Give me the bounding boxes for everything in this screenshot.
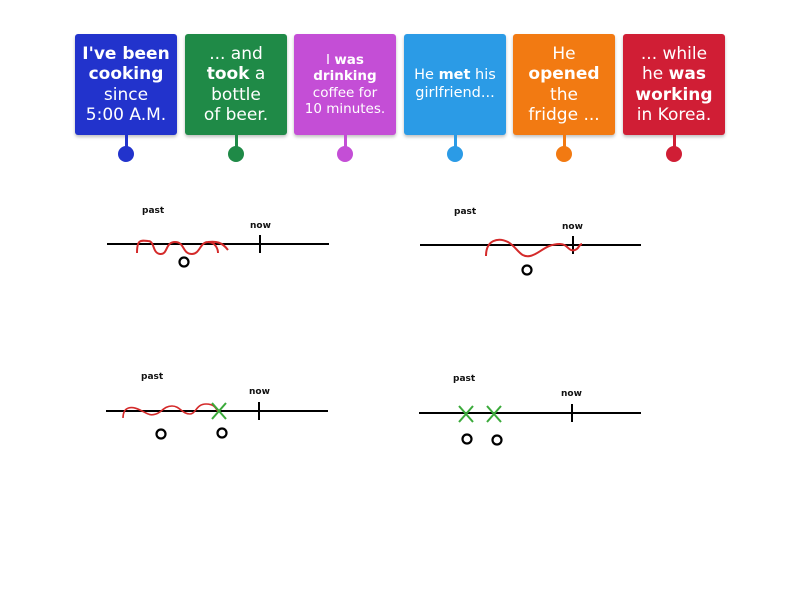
card-text-segment: he bbox=[642, 64, 669, 85]
now-label: now bbox=[250, 221, 271, 231]
timeline-diagram-1[interactable]: past now bbox=[100, 200, 340, 290]
card-text-line: girlfriend... bbox=[414, 85, 496, 102]
card-text-segment: He bbox=[552, 43, 576, 64]
past-label: past bbox=[141, 372, 164, 382]
timeline-graphic bbox=[420, 236, 641, 276]
answer-card-5[interactable]: He opened the fridge ... bbox=[513, 34, 615, 135]
timeline-diagram-3[interactable]: past now bbox=[100, 366, 340, 456]
card-text: ... and took a bottle of beer. bbox=[204, 44, 268, 126]
card-drag-handle[interactable] bbox=[447, 146, 463, 162]
now-label: now bbox=[561, 389, 582, 399]
card-text-line: I was bbox=[305, 52, 385, 68]
card-text-segment: his bbox=[470, 67, 496, 84]
card-text-segment: coffee for bbox=[312, 84, 378, 101]
card-text-line: working bbox=[635, 85, 712, 105]
card-text-line: of beer. bbox=[204, 105, 268, 125]
circle-marker bbox=[216, 427, 228, 439]
card-text: He met his girlfriend... bbox=[414, 67, 496, 102]
past-label: past bbox=[453, 374, 476, 384]
card-text-line: 10 minutes. bbox=[305, 101, 385, 117]
card-text-line: I've been bbox=[82, 44, 169, 64]
answer-card-1[interactable]: I've been cooking since 5:00 A.M. bbox=[75, 34, 177, 135]
circle-marker bbox=[491, 434, 503, 446]
card-text-line: took a bbox=[204, 64, 268, 84]
card-text-line: he was bbox=[635, 64, 712, 84]
card-drag-handle[interactable] bbox=[556, 146, 572, 162]
card-text-line: coffee for bbox=[305, 85, 385, 101]
card-connector-stem bbox=[343, 135, 347, 147]
timeline-diagram-2[interactable]: past now bbox=[410, 200, 650, 290]
circle-marker bbox=[155, 428, 167, 440]
card-text-line: cooking bbox=[82, 64, 169, 84]
card-connector-stem bbox=[234, 135, 238, 147]
card-text-segment: ... and bbox=[209, 43, 263, 64]
card-connector-stem bbox=[453, 135, 457, 147]
card-text: I was drinking coffee for 10 minutes. bbox=[305, 52, 385, 117]
circle-marker bbox=[521, 264, 533, 276]
timeline-graphic bbox=[107, 235, 329, 268]
card-text: I've been cooking since 5:00 A.M. bbox=[82, 44, 169, 126]
card-text-line: in Korea. bbox=[635, 105, 712, 125]
card-text-bold: I've been bbox=[82, 43, 170, 64]
card-text-line: He met his bbox=[414, 67, 496, 84]
card-text-bold: working bbox=[635, 84, 713, 105]
past-label: past bbox=[142, 206, 165, 216]
card-text: ... while he was working in Korea. bbox=[635, 44, 712, 126]
card-text-segment: ... while bbox=[640, 43, 708, 64]
answer-card-4[interactable]: He met his girlfriend... bbox=[404, 34, 506, 135]
card-text-bold: was bbox=[334, 52, 364, 69]
card-text-segment: fridge ... bbox=[528, 104, 600, 125]
timeline-diagram-4[interactable]: past now bbox=[410, 366, 650, 456]
answer-card-6[interactable]: ... while he was working in Korea. bbox=[623, 34, 725, 135]
card-connector-stem bbox=[124, 135, 128, 147]
card-text-line: since bbox=[82, 85, 169, 105]
circle-marker bbox=[178, 256, 190, 268]
card-text-bold: opened bbox=[528, 64, 600, 85]
past-label: past bbox=[454, 207, 477, 217]
card-text-segment: girlfriend... bbox=[415, 84, 495, 101]
card-text-segment: 10 minutes. bbox=[304, 100, 386, 117]
card-text-line: opened bbox=[528, 64, 599, 84]
card-text-segment: of beer. bbox=[203, 104, 269, 125]
timeline-graphic bbox=[419, 404, 641, 446]
card-connector-stem bbox=[672, 135, 676, 147]
card-text-line: 5:00 A.M. bbox=[82, 105, 169, 125]
card-drag-handle[interactable] bbox=[337, 146, 353, 162]
card-text-bold: was bbox=[668, 64, 706, 85]
circle-marker bbox=[461, 433, 473, 445]
now-label: now bbox=[249, 387, 270, 397]
timeline-graphic bbox=[106, 402, 328, 440]
now-label: now bbox=[562, 222, 583, 232]
card-text-bold: cooking bbox=[88, 64, 164, 85]
card-text-segment: in Korea. bbox=[636, 104, 712, 125]
card-text-segment: I bbox=[326, 52, 335, 69]
card-text-segment: 5:00 A.M. bbox=[85, 104, 167, 125]
card-drag-handle[interactable] bbox=[228, 146, 244, 162]
card-text-line: drinking bbox=[305, 68, 385, 84]
card-text-segment: the bbox=[550, 84, 578, 105]
answer-card-3[interactable]: I was drinking coffee for 10 minutes. bbox=[294, 34, 396, 135]
card-text-segment: bottle bbox=[211, 84, 261, 105]
card-connector-stem bbox=[562, 135, 566, 147]
card-text-line: fridge ... bbox=[528, 105, 599, 125]
card-text-bold: drinking bbox=[313, 68, 377, 85]
card-drag-handle[interactable] bbox=[118, 146, 134, 162]
card-text-segment: He bbox=[414, 67, 439, 84]
card-text-line: He bbox=[528, 44, 599, 64]
card-text-line: the bbox=[528, 85, 599, 105]
card-text-bold: met bbox=[438, 67, 471, 84]
card-text: He opened the fridge ... bbox=[528, 44, 599, 126]
card-text-segment: a bbox=[249, 64, 266, 85]
card-text-bold: took bbox=[206, 64, 250, 85]
answer-card-2[interactable]: ... and took a bottle of beer. bbox=[185, 34, 287, 135]
card-drag-handle[interactable] bbox=[666, 146, 682, 162]
card-text-segment: since bbox=[103, 84, 149, 105]
card-text-line: ... while bbox=[635, 44, 712, 64]
card-text-line: ... and bbox=[204, 44, 268, 64]
card-text-line: bottle bbox=[204, 85, 268, 105]
